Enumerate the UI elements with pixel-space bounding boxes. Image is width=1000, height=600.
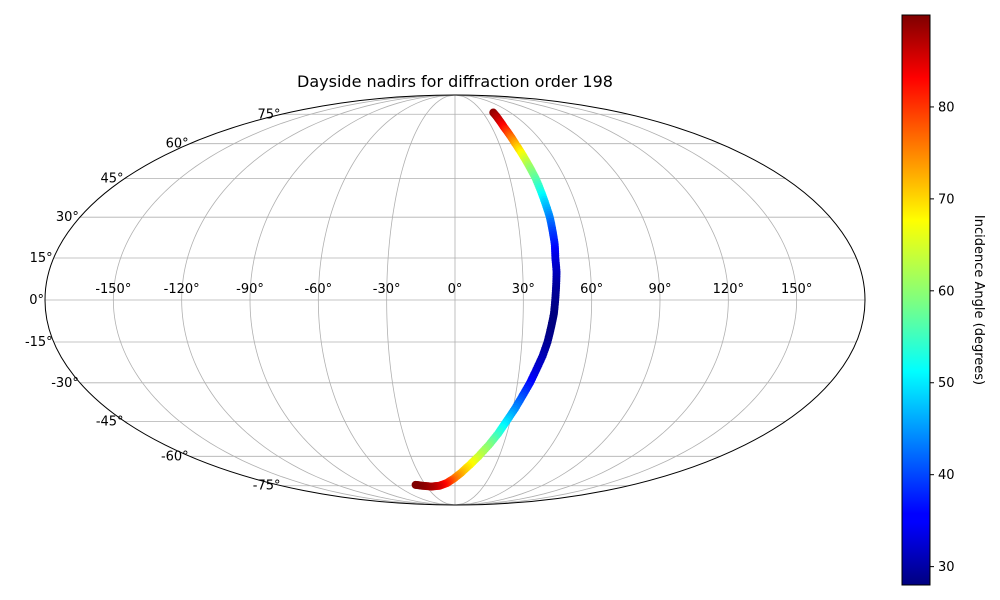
- latitude-tick-label: -30°: [51, 376, 79, 391]
- colorbar-tick-label: 60: [938, 284, 955, 299]
- longitude-gridline: [181, 95, 456, 505]
- colorbar: 30 40 50 60 70 80 Incidence Angle (degrees): [901, 14, 986, 586]
- longitude-gridline: [454, 95, 798, 505]
- longitude-gridline: [386, 95, 456, 505]
- map-boundary: [44, 94, 866, 506]
- latitude-tick-label: -60°: [161, 449, 189, 464]
- longitude-gridline: [454, 95, 661, 505]
- latitude-tick-labels: 75° 60° 45° 30° 15° 0° -15° -30° -45° -60° -75°: [25, 107, 281, 493]
- colorbar-label: Incidence Angle (degrees): [971, 215, 986, 385]
- colorbar-tick-label: 30: [938, 560, 955, 575]
- longitude-tick-label: 60°: [580, 282, 603, 297]
- longitude-tick-label: -120°: [164, 282, 200, 297]
- longitude-gridline: [454, 95, 729, 505]
- longitude-tick-labels: -150° -120° -90° -60° -30° 0° 30° 60° 90° 120° 150…: [95, 282, 812, 297]
- colorbar-tick-label: 80: [938, 100, 955, 115]
- latitude-tick-label: 75°: [257, 107, 280, 122]
- latitude-tick-label: -75°: [253, 479, 281, 494]
- colorbar-tick-label: 70: [938, 192, 955, 207]
- longitude-gridline: [249, 95, 456, 505]
- longitude-gridline: [454, 95, 524, 505]
- longitude-gridline: [112, 95, 456, 505]
- longitude-tick-label: 120°: [713, 282, 744, 297]
- longitude-tick-label: 0°: [448, 282, 463, 297]
- colorbar-tick-label: 50: [938, 376, 955, 391]
- colorbar-gradient: [901, 14, 931, 586]
- longitude-tick-label: 150°: [781, 282, 812, 297]
- latitude-tick-label: 60°: [166, 137, 189, 152]
- latitude-tick-label: -15°: [25, 335, 53, 350]
- longitude-tick-label: -30°: [373, 282, 401, 297]
- latitude-tick-label: -45°: [96, 414, 124, 429]
- latitude-tick-label: 0°: [29, 293, 44, 308]
- longitude-gridline: [317, 95, 456, 505]
- colorbar-ticks: 30 40 50 60 70 80: [930, 100, 955, 575]
- latitude-tick-label: 30°: [56, 210, 79, 225]
- data-point: [411, 480, 420, 489]
- latitude-tick-label: 45°: [101, 172, 124, 187]
- chart-title: Dayside nadirs for diffraction order 198: [297, 72, 613, 91]
- longitude-tick-label: -150°: [95, 282, 131, 297]
- colorbar-tick-label: 40: [938, 468, 955, 483]
- longitude-tick-label: 30°: [512, 282, 535, 297]
- map-grid: [45, 95, 865, 505]
- longitude-tick-label: 90°: [648, 282, 671, 297]
- latitude-tick-label: 15°: [30, 251, 53, 266]
- longitude-tick-label: -60°: [304, 282, 332, 297]
- longitude-gridline: [454, 95, 593, 505]
- longitude-tick-label: -90°: [236, 282, 264, 297]
- data-points: [411, 108, 561, 491]
